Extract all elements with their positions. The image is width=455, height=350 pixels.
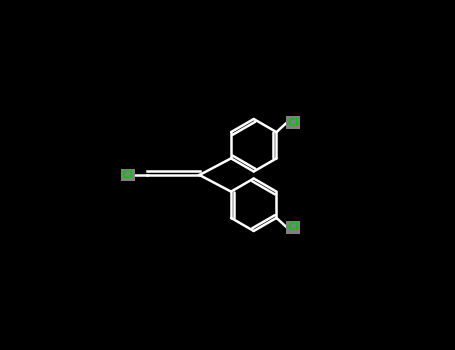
Text: Cl: Cl bbox=[287, 118, 299, 127]
Text: Cl: Cl bbox=[122, 170, 134, 180]
Text: Cl: Cl bbox=[287, 223, 299, 232]
